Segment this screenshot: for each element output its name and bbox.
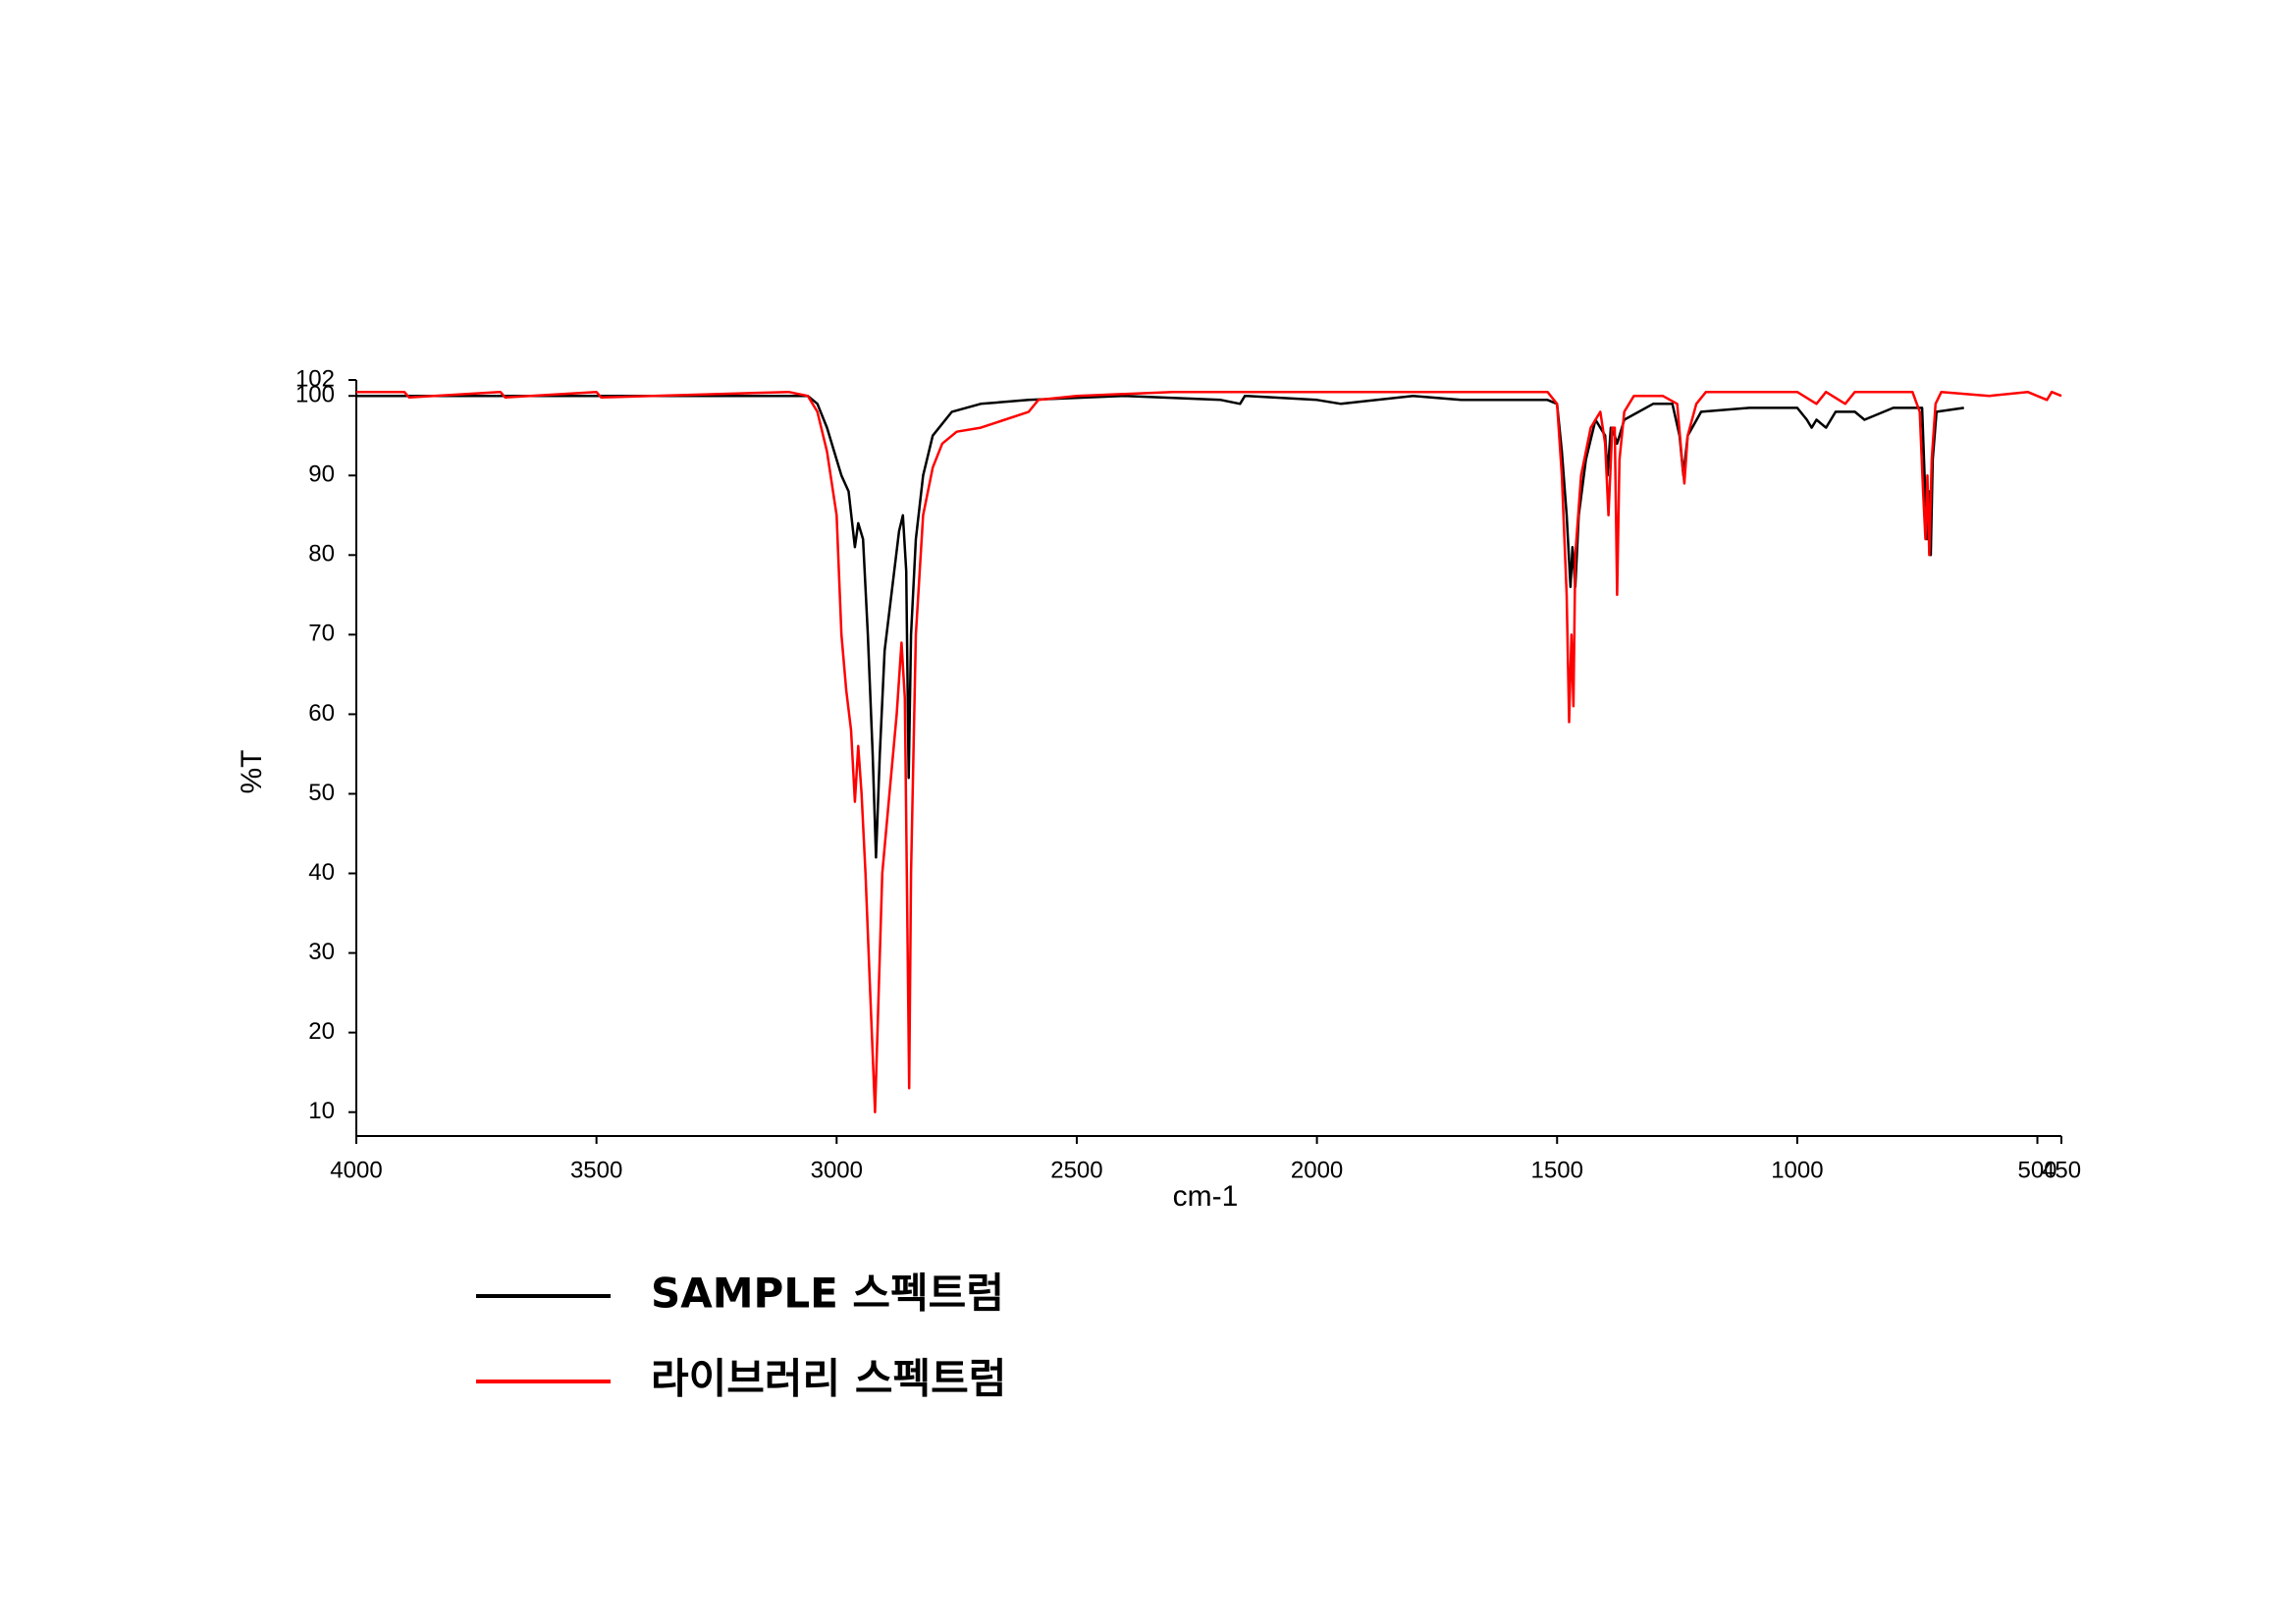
y-tick-label: 90: [308, 461, 335, 488]
x-tick-label: 450: [2042, 1157, 2081, 1183]
y-tick-label: 60: [308, 700, 335, 727]
y-tick-label: 40: [308, 859, 335, 886]
y-tick-label: 100: [295, 382, 335, 408]
y-tick-label: 20: [308, 1018, 335, 1045]
x-tick-label: 2000: [1291, 1157, 1343, 1183]
legend-label: 라이브러리 스펙트럼: [651, 1355, 1006, 1403]
x-tick-label: 1500: [1531, 1157, 1583, 1183]
y-tick-label: 70: [308, 621, 335, 647]
y-tick-label: 30: [308, 939, 335, 965]
x-tick-label: 2500: [1050, 1157, 1102, 1183]
y-tick-label: 80: [308, 541, 335, 568]
series-line: [356, 394, 1964, 859]
series-line: [356, 390, 2062, 1113]
legend-label: SAMPLE 스펙트럼: [651, 1270, 1004, 1318]
x-tick-label: 500: [2017, 1157, 2056, 1183]
y-tick-label: 50: [308, 780, 335, 806]
x-tick-label: 3500: [570, 1157, 622, 1183]
y-axis-title: %T: [236, 750, 268, 794]
y-tick-label: 10: [308, 1098, 335, 1124]
x-tick-label: 4000: [330, 1157, 382, 1183]
x-axis-title: cm-1: [1173, 1180, 1239, 1213]
y-tick-label: 102: [295, 365, 335, 392]
x-tick-label: 1000: [1771, 1157, 1823, 1183]
x-tick-label: 3000: [811, 1157, 863, 1183]
